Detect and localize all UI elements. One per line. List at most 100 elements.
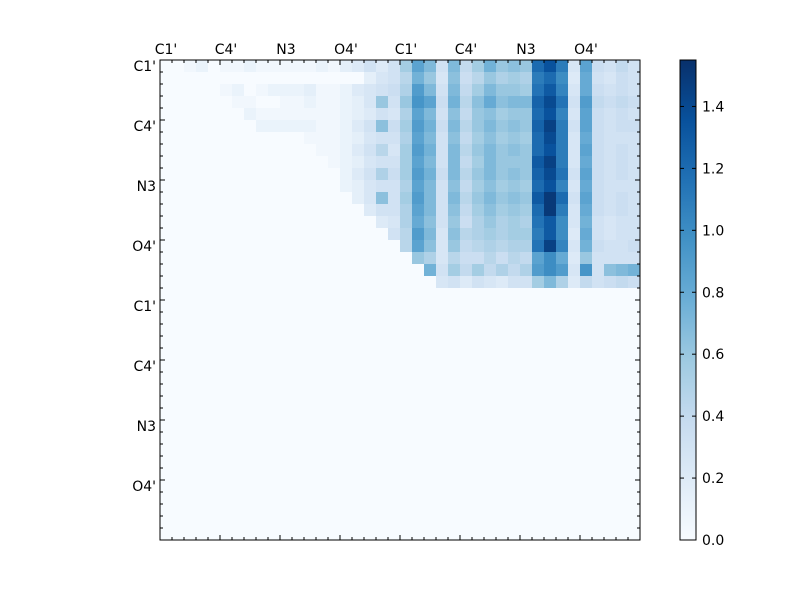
heatmap-cell bbox=[184, 180, 197, 193]
heatmap-cell bbox=[376, 108, 389, 121]
heatmap-cell bbox=[544, 528, 557, 541]
heatmap-cell bbox=[592, 132, 605, 145]
heatmap-cell bbox=[496, 348, 509, 361]
heatmap-cell bbox=[232, 516, 245, 529]
heatmap-cell bbox=[400, 96, 413, 109]
heatmap-cell bbox=[220, 180, 233, 193]
heatmap-cell bbox=[364, 132, 377, 145]
heatmap-cell bbox=[520, 324, 533, 337]
heatmap-cell bbox=[388, 408, 401, 421]
heatmap-cell bbox=[568, 504, 581, 517]
heatmap-cell bbox=[196, 156, 209, 169]
heatmap-cell bbox=[616, 516, 629, 529]
heatmap-cell bbox=[352, 528, 365, 541]
heatmap-cell bbox=[316, 492, 329, 505]
heatmap-cell bbox=[244, 312, 257, 325]
heatmap-cell bbox=[496, 60, 509, 73]
heatmap-cell bbox=[484, 408, 497, 421]
heatmap-cell bbox=[628, 360, 641, 373]
heatmap-cell bbox=[340, 192, 353, 205]
heatmap-cell bbox=[484, 168, 497, 181]
heatmap-cell bbox=[160, 468, 173, 481]
heatmap-cell bbox=[616, 504, 629, 517]
heatmap-cell bbox=[196, 408, 209, 421]
heatmap-cell bbox=[256, 312, 269, 325]
heatmap-cell bbox=[376, 60, 389, 73]
heatmap-cell bbox=[160, 528, 173, 541]
heatmap-cell bbox=[352, 492, 365, 505]
heatmap-cell bbox=[172, 300, 185, 313]
heatmap-cell bbox=[328, 396, 341, 409]
heatmap-cell bbox=[412, 264, 425, 277]
heatmap-cell bbox=[280, 276, 293, 289]
heatmap-cell bbox=[544, 228, 557, 241]
heatmap-cell bbox=[292, 192, 305, 205]
heatmap-cell bbox=[364, 480, 377, 493]
heatmap-cell bbox=[424, 348, 437, 361]
y-tick-label: C4' bbox=[133, 359, 156, 375]
heatmap-cell bbox=[460, 120, 473, 133]
heatmap-cell bbox=[532, 156, 545, 169]
heatmap-cell bbox=[412, 108, 425, 121]
heatmap-cell bbox=[604, 528, 617, 541]
heatmap-cell bbox=[472, 444, 485, 457]
heatmap-cell bbox=[172, 360, 185, 373]
heatmap-cell bbox=[328, 420, 341, 433]
heatmap-cell bbox=[616, 276, 629, 289]
heatmap-cell bbox=[556, 324, 569, 337]
heatmap-cell bbox=[628, 504, 641, 517]
heatmap-cell bbox=[568, 84, 581, 97]
heatmap-cell bbox=[436, 324, 449, 337]
heatmap-cell bbox=[616, 60, 629, 73]
heatmap-cell bbox=[460, 516, 473, 529]
heatmap-cell bbox=[232, 216, 245, 229]
heatmap-cell bbox=[268, 516, 281, 529]
heatmap-cell bbox=[448, 192, 461, 205]
heatmap-cell bbox=[592, 324, 605, 337]
heatmap-cell bbox=[436, 384, 449, 397]
heatmap-cell bbox=[376, 276, 389, 289]
heatmap-cell bbox=[544, 132, 557, 145]
heatmap-cell bbox=[220, 216, 233, 229]
heatmap-cell bbox=[412, 528, 425, 541]
heatmap-cell bbox=[196, 192, 209, 205]
heatmap-cell bbox=[376, 408, 389, 421]
heatmap-cell bbox=[436, 432, 449, 445]
tick-labels: C1' C4' N3 O4' C1' C4' N3 O4'C1'C4'N3O4'C1'C4'N… bbox=[132, 42, 598, 495]
heatmap-cell bbox=[328, 504, 341, 517]
heatmap-cell bbox=[628, 216, 641, 229]
heatmap-cell bbox=[376, 516, 389, 529]
heatmap-cell bbox=[556, 384, 569, 397]
heatmap-cell bbox=[352, 420, 365, 433]
heatmap-cell bbox=[460, 432, 473, 445]
heatmap-cell bbox=[388, 132, 401, 145]
heatmap-cell bbox=[220, 444, 233, 457]
heatmap-cell bbox=[340, 180, 353, 193]
heatmap-cell bbox=[580, 264, 593, 277]
heatmap-cell bbox=[580, 120, 593, 133]
heatmap-cell bbox=[448, 336, 461, 349]
heatmap-cell bbox=[268, 168, 281, 181]
heatmap-cell bbox=[556, 108, 569, 121]
heatmap-cell bbox=[316, 468, 329, 481]
heatmap-cell bbox=[304, 156, 317, 169]
heatmap-cell bbox=[580, 516, 593, 529]
heatmap-cell bbox=[568, 144, 581, 157]
heatmap-cell bbox=[196, 204, 209, 217]
heatmap-cell bbox=[328, 432, 341, 445]
heatmap-cell bbox=[496, 300, 509, 313]
heatmap-cell bbox=[616, 312, 629, 325]
heatmap-cell bbox=[340, 300, 353, 313]
heatmap-cell bbox=[520, 396, 533, 409]
heatmap-cell bbox=[604, 516, 617, 529]
heatmap-cell bbox=[520, 72, 533, 85]
heatmap-cell bbox=[508, 240, 521, 253]
heatmap-cell bbox=[376, 468, 389, 481]
heatmap-cell bbox=[580, 84, 593, 97]
heatmap-cell bbox=[220, 300, 233, 313]
heatmap-cell bbox=[328, 300, 341, 313]
heatmap-cell bbox=[364, 300, 377, 313]
heatmap-cell bbox=[280, 132, 293, 145]
heatmap-cell bbox=[316, 420, 329, 433]
heatmap-cell bbox=[256, 252, 269, 265]
